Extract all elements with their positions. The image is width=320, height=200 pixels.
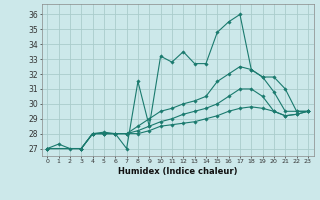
- X-axis label: Humidex (Indice chaleur): Humidex (Indice chaleur): [118, 167, 237, 176]
